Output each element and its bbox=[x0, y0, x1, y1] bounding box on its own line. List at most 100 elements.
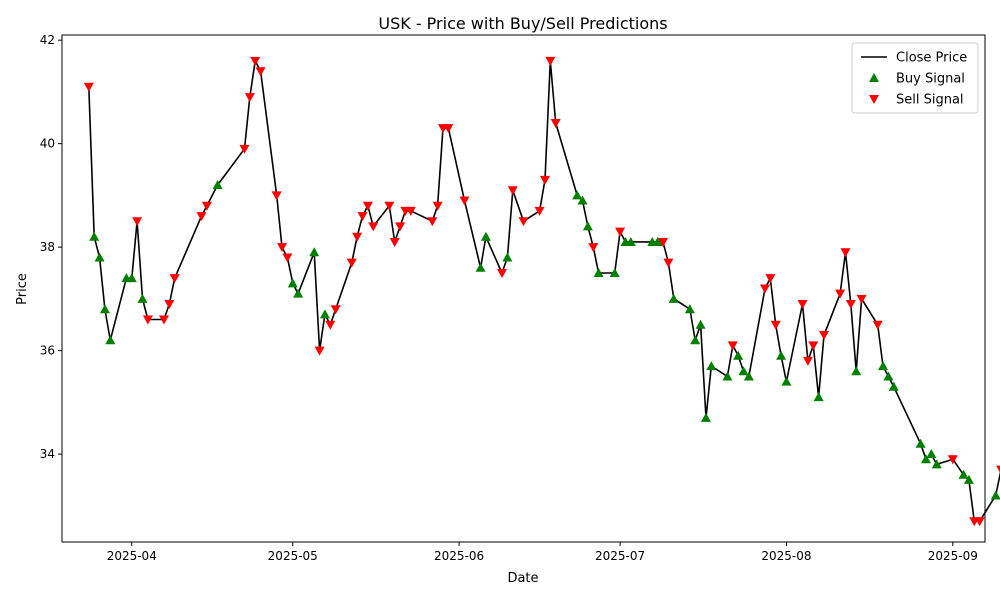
buy-signal-marker bbox=[625, 236, 636, 246]
buy-signal-marker bbox=[722, 371, 733, 381]
buy-signal-marker bbox=[738, 366, 749, 376]
sell-signal-marker bbox=[271, 191, 282, 201]
sell-signal-marker bbox=[545, 56, 556, 66]
y-tick-label: 34 bbox=[40, 447, 55, 461]
buy-signal-marker bbox=[781, 376, 792, 386]
buy-signal-marker bbox=[926, 449, 937, 459]
sell-signal-marker bbox=[83, 82, 94, 92]
chart-title: USK - Price with Buy/Sell Predictions bbox=[378, 14, 667, 33]
sell-signal-marker bbox=[346, 258, 357, 268]
sell-signal-marker bbox=[658, 237, 669, 247]
buy-signal-marker bbox=[990, 490, 1000, 500]
buy-signal-marker bbox=[690, 335, 701, 345]
sell-signal-marker bbox=[974, 517, 985, 527]
buy-signal-marker bbox=[309, 247, 320, 257]
buy-signal-marker bbox=[706, 361, 717, 371]
buy-signal-marker bbox=[137, 293, 148, 303]
buy-signal-marker bbox=[963, 474, 974, 484]
buy-signal-marker bbox=[99, 304, 110, 314]
x-tick-label: 2025-08 bbox=[761, 549, 811, 563]
sell-signal-marker bbox=[325, 320, 336, 330]
sell-signal-marker bbox=[132, 217, 143, 227]
legend-label: Buy Signal bbox=[896, 72, 965, 87]
buy-signal-marker bbox=[89, 231, 100, 241]
buy-signal-marker bbox=[480, 231, 491, 241]
buy-signal-marker bbox=[888, 381, 899, 391]
buy-signal-marker bbox=[883, 371, 894, 381]
sell-signal-marker bbox=[856, 294, 867, 304]
x-tick-label: 2025-04 bbox=[107, 549, 157, 563]
sell-signal-marker bbox=[169, 274, 180, 284]
legend-box bbox=[851, 42, 979, 114]
sell-signal-marker bbox=[663, 258, 674, 268]
sell-signal-marker bbox=[405, 206, 416, 216]
sell-signal-marker bbox=[845, 300, 856, 310]
buy-signal-marker bbox=[593, 267, 604, 277]
sell-signal-marker bbox=[368, 222, 379, 232]
legend-label: Close Price bbox=[896, 51, 967, 66]
buy-signal-marker bbox=[287, 278, 298, 288]
buy-signal-marker bbox=[577, 195, 588, 205]
buy-signal-marker bbox=[776, 350, 787, 360]
buy-signal-marker bbox=[319, 309, 330, 319]
sell-signal-marker bbox=[765, 274, 776, 284]
legend-sell-swatch bbox=[869, 95, 879, 104]
buy-signal-marker bbox=[700, 412, 711, 422]
sell-signal-marker bbox=[158, 315, 169, 325]
sell-signal-marker bbox=[164, 300, 175, 310]
buy-signal-marker bbox=[652, 236, 663, 246]
buy-signal-marker bbox=[94, 252, 105, 262]
x-tick-label: 2025-06 bbox=[434, 549, 484, 563]
plot-area bbox=[83, 56, 1000, 527]
sell-signal-marker bbox=[330, 305, 341, 315]
sell-signal-marker bbox=[239, 144, 250, 154]
sell-signal-marker bbox=[282, 253, 293, 263]
sell-signal-marker bbox=[550, 118, 561, 128]
x-tick-label: 2025-05 bbox=[268, 549, 318, 563]
buy-signal-marker bbox=[212, 180, 223, 190]
x-tick-label: 2025-07 bbox=[595, 549, 645, 563]
x-axis-title: Date bbox=[507, 571, 538, 586]
sell-signal-marker bbox=[432, 201, 443, 211]
sell-signal-marker bbox=[497, 268, 508, 278]
buy-signal-marker bbox=[931, 459, 942, 469]
sell-signal-marker bbox=[395, 222, 406, 232]
sell-signal-marker bbox=[384, 201, 395, 211]
y-tick-label: 36 bbox=[40, 344, 55, 358]
sell-signal-marker bbox=[255, 67, 266, 77]
buy-signal-marker bbox=[743, 371, 754, 381]
buy-signal-marker bbox=[609, 267, 620, 277]
sell-signal-marker bbox=[518, 217, 529, 227]
buy-signal-marker bbox=[502, 252, 513, 262]
sell-signal-marker bbox=[947, 455, 958, 465]
sell-signal-marker bbox=[770, 320, 781, 330]
sell-signal-marker bbox=[357, 212, 368, 222]
buy-signal-marker bbox=[878, 361, 889, 371]
sell-signal-marker bbox=[727, 341, 738, 351]
sell-signal-marker bbox=[802, 356, 813, 366]
sell-signal-marker bbox=[362, 201, 373, 211]
buy-signal-marker bbox=[126, 273, 137, 283]
legend-buy-swatch bbox=[869, 73, 879, 82]
sell-signal-marker bbox=[819, 331, 830, 341]
sell-signal-marker bbox=[352, 232, 363, 242]
sell-signal-marker bbox=[142, 315, 153, 325]
sell-signal-marker bbox=[808, 341, 819, 351]
sell-signal-marker bbox=[840, 248, 851, 258]
buy-signal-marker bbox=[733, 350, 744, 360]
buy-signal-marker bbox=[813, 392, 824, 402]
sell-signal-marker bbox=[872, 320, 883, 330]
sell-signal-marker bbox=[615, 227, 626, 237]
sell-signal-marker bbox=[427, 217, 438, 227]
y-tick-label: 38 bbox=[40, 240, 55, 254]
buy-signal-marker bbox=[105, 335, 116, 345]
buy-signal-marker bbox=[293, 288, 304, 298]
sell-signal-marker bbox=[196, 212, 207, 222]
buy-signal-marker bbox=[582, 221, 593, 231]
buy-signal-marker bbox=[920, 454, 931, 464]
legend-label: Sell Signal bbox=[896, 93, 964, 108]
buy-signal-marker bbox=[572, 190, 583, 200]
sell-signal-marker bbox=[797, 300, 808, 310]
